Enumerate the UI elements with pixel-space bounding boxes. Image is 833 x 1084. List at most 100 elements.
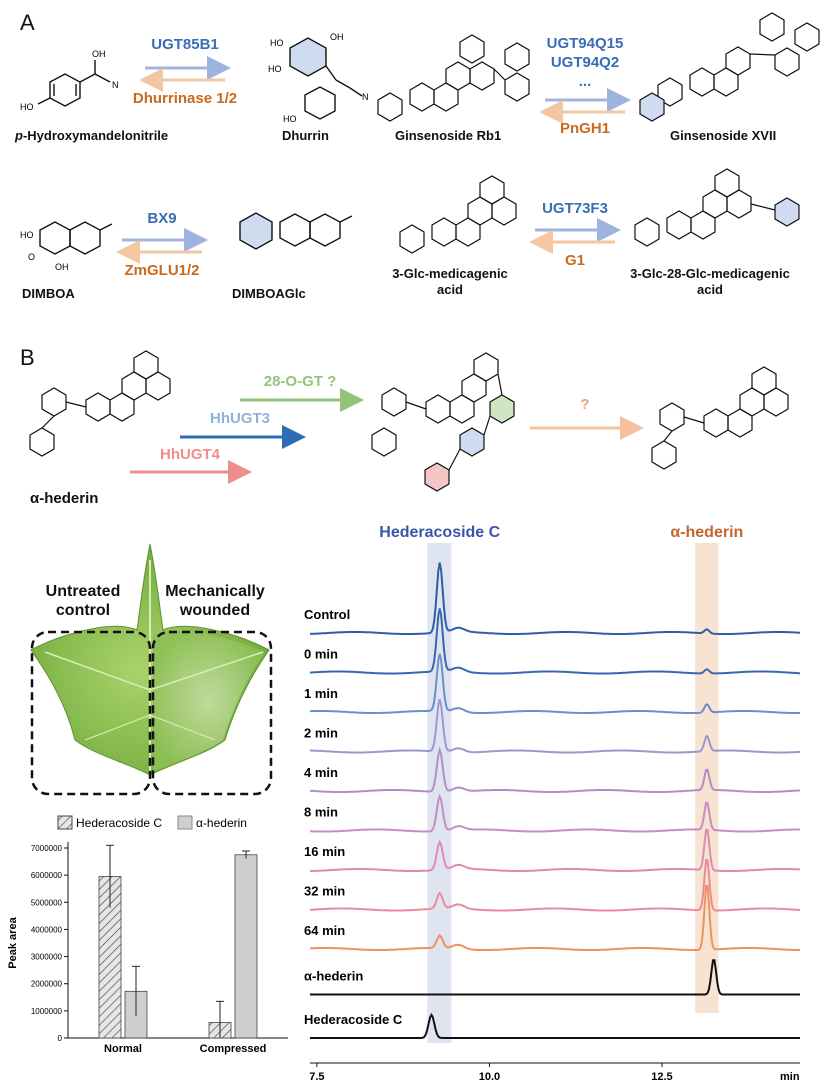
structure-alpha-hederin: [29, 350, 171, 457]
y-tick-label: 6000000: [31, 871, 63, 880]
control-region-box: [30, 630, 152, 796]
peak-label-hederin: α-hederin: [670, 524, 743, 541]
y-tick-label: 1000000: [31, 1007, 63, 1016]
y-tick-label: 3000000: [31, 953, 63, 962]
compound-alpha-hederin: α-hederin: [30, 490, 99, 507]
trace-line: [309, 793, 800, 833]
trace-label: 8 min: [304, 805, 338, 820]
trace-line: [310, 562, 801, 635]
panel-a-pathways: OH N HO HO HO OH HO N: [20, 12, 820, 272]
x-category-label: Compressed: [200, 1043, 267, 1055]
compound-dimboaglc: DIMBOAGlc: [232, 286, 306, 301]
trace-label: 32 min: [304, 884, 345, 899]
leaf-photo: [30, 543, 273, 796]
svg-text:N: N: [362, 92, 369, 102]
hederacoside-band: [427, 543, 452, 1043]
structure-hederacoside-c: [371, 352, 515, 492]
y-tick-label: 0: [58, 1034, 63, 1043]
trace-line: [309, 858, 801, 912]
trace-line: [310, 1012, 800, 1039]
y-tick-label: 4000000: [31, 925, 63, 934]
enzyme-g1: G1: [564, 252, 585, 269]
compound-3-glc-28-glc-medicagenic: 3-Glc-28-Glc-medicagenic: [630, 266, 790, 281]
y-axis-label: Peak area: [7, 916, 19, 968]
trace-line: [309, 746, 801, 793]
svg-text:OH: OH: [55, 262, 69, 272]
leaf-label-wounded: Mechanically wounded: [165, 583, 265, 619]
y-tick-label: 2000000: [31, 980, 63, 989]
trace-line: [310, 698, 801, 754]
wounded-region-box: [151, 630, 273, 796]
enzyme-pngh1: PnGH1: [559, 120, 610, 137]
trace-label: 16 min: [304, 844, 345, 859]
trace-line: [309, 608, 800, 675]
trace-label: Hederacoside C: [304, 1012, 403, 1027]
y-tick-label: 7000000: [31, 844, 63, 853]
trace-label: 0 min: [304, 647, 338, 662]
svg-text:HO: HO: [20, 102, 34, 112]
compound-ginsenoside-rb1: Ginsenoside Rb1: [395, 128, 502, 143]
structure-ginsenoside-xvii: [639, 12, 820, 122]
hederin-band: [695, 543, 719, 1013]
enzyme-ugt94q2: UGT94Q2: [550, 54, 620, 71]
svg-text:O: O: [28, 252, 35, 262]
compound-p-hydroxymandelonitrile: p-Hydroxymandelonitrile: [15, 128, 169, 143]
enzyme-dhurrinase: Dhurrinase 1/2: [132, 90, 238, 107]
svg-text:HO: HO: [283, 114, 297, 124]
structure-product: [651, 366, 789, 470]
compound-dhurrin: Dhurrin: [282, 128, 329, 143]
panel-b-letter: B: [20, 345, 35, 370]
structure-dhurrin: [289, 37, 363, 120]
x-tick-label: 10.0: [479, 1071, 500, 1083]
svg-text:HO: HO: [20, 230, 34, 240]
compound-3-glc-28-glc-medicagenic-acid-line2: acid: [696, 282, 723, 297]
trace-line: [310, 959, 800, 996]
structure-dimboa: [39, 221, 113, 255]
legend-swatch-hederacoside: [57, 815, 73, 830]
enzyme-ugt94q15: UGT94Q15: [546, 35, 624, 52]
trace-label: 64 min: [304, 923, 345, 938]
svg-text:N: N: [112, 80, 119, 90]
compound-ginsenoside-xvii: Ginsenoside XVII: [670, 128, 777, 143]
trace-label: 4 min: [304, 765, 338, 780]
y-tick-label: 5000000: [31, 898, 63, 907]
panel-b-pathway: [29, 350, 789, 492]
trace-line: [309, 884, 800, 951]
svg-text:HO: HO: [270, 38, 284, 48]
chromatogram-chart: Hederacoside C α-hederin Control 0 min 1 min…: [304, 524, 801, 1083]
compound-3-glc-medicagenic-acid-line2: acid: [436, 282, 463, 297]
legend-label-hederacoside: Hederacoside C: [76, 816, 162, 830]
svg-text:OH: OH: [330, 32, 344, 42]
enzyme-zmglu: ZmGLU1/2: [124, 262, 200, 279]
enzyme-hhugt3: HhUGT3: [210, 410, 270, 427]
enzyme-hhugt4: HhUGT4: [160, 446, 220, 463]
trace-label: Control: [304, 607, 350, 622]
compound-dimboa: DIMBOA: [22, 286, 75, 301]
trace-line: [309, 653, 800, 714]
trace-line: [310, 828, 801, 872]
enzyme-bx9: BX9: [147, 210, 177, 227]
x-unit-label: min: [780, 1071, 800, 1083]
enzyme-unknown: ?: [580, 396, 590, 413]
legend-swatch-hederin: [177, 815, 193, 830]
structure-p-hydroxymandelonitrile: [37, 60, 111, 107]
x-tick-label: 7.5: [309, 1071, 324, 1083]
svg-text:OH: OH: [92, 49, 106, 59]
trace-label: α-hederin: [304, 969, 363, 984]
leaf-label-untreated: Untreated control: [45, 583, 121, 619]
peak-area-bar-chart: Hederacoside C α-hederin 0 1000000 2000000 30…: [7, 815, 288, 1055]
structure-3-glc-28-glc-medicagenic-acid: [634, 168, 800, 247]
peak-label-hederacoside: Hederacoside C: [379, 524, 500, 541]
trace-label: 2 min: [304, 726, 338, 741]
enzyme-28-o-gt: 28-O-GT ?: [263, 373, 337, 390]
bar-hederin-compressed: [234, 854, 258, 1039]
panel-a-letter: A: [20, 10, 35, 35]
compound-3-glc-medicagenic: 3-Glc-medicagenic: [392, 266, 508, 281]
x-tick-label: 12.5: [651, 1071, 672, 1083]
structure-dimboaglc: [239, 212, 353, 250]
trace-label: 1 min: [304, 686, 338, 701]
structure-ginsenoside-rb1: [377, 34, 530, 122]
enzyme-ugt73f3: UGT73F3: [542, 200, 608, 217]
enzyme-ugt85b1: UGT85B1: [151, 36, 219, 53]
enzyme-ellipsis: ...: [578, 73, 592, 90]
